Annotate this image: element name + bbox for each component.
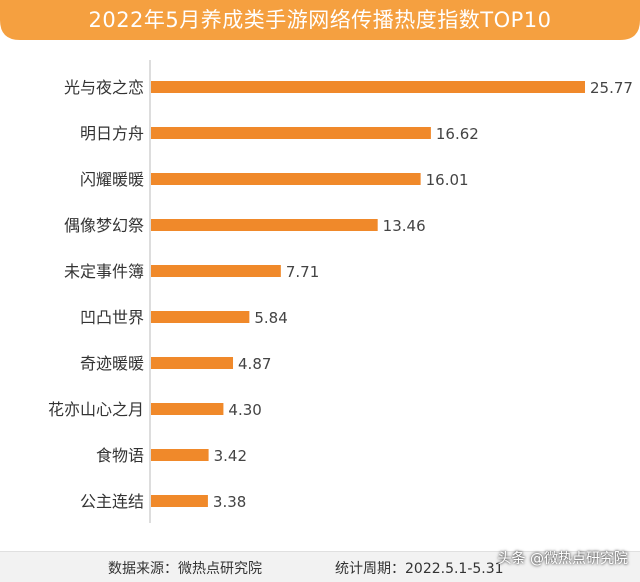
bar	[151, 81, 585, 93]
value-label: 5.84	[254, 309, 287, 327]
bar	[151, 173, 421, 185]
title-banner	[0, 0, 640, 40]
bar	[151, 127, 431, 139]
bar	[151, 403, 224, 415]
watermark: 头条 @微热点研究院	[497, 551, 628, 567]
bar	[151, 495, 208, 507]
footer-source: 数据来源：微热点研究院	[108, 561, 262, 577]
value-label: 3.38	[213, 493, 246, 511]
bar-chart: 光与夜之恋 25.77 明日方舟 16.62 闪耀暖暖 16.01 偶像梦幻祭 13.46 未定…	[48, 60, 633, 523]
value-label: 16.62	[436, 125, 479, 143]
footer-period: 统计周期：2022.5.1-5.31	[335, 561, 504, 577]
category-label: 食物语	[96, 446, 144, 465]
footer: 数据来源：微热点研究院 统计周期：2022.5.1-5.31	[0, 551, 640, 582]
value-label: 7.71	[286, 263, 319, 281]
bar	[151, 265, 281, 277]
chart-title: 2022年5月养成类手游网络传播热度指数TOP10	[88, 8, 552, 32]
category-label: 偶像梦幻祭	[64, 216, 144, 235]
bar	[151, 311, 250, 323]
category-label: 奇迹暖暖	[80, 354, 144, 373]
value-label: 3.42	[214, 447, 247, 465]
value-label: 25.77	[590, 79, 633, 97]
value-label: 4.87	[238, 355, 271, 373]
bar	[151, 357, 234, 369]
bar	[151, 449, 209, 461]
category-label: 未定事件簿	[64, 262, 144, 281]
category-label: 闪耀暖暖	[80, 170, 144, 189]
bar	[151, 219, 378, 231]
value-label: 13.46	[383, 217, 426, 235]
category-label: 凹凸世界	[80, 308, 144, 327]
category-label: 明日方舟	[80, 124, 144, 143]
category-label: 公主连结	[80, 492, 144, 511]
category-label: 光与夜之恋	[64, 78, 144, 97]
value-label: 4.30	[228, 401, 261, 419]
category-label: 花亦山心之月	[48, 400, 144, 419]
value-label: 16.01	[426, 171, 469, 189]
